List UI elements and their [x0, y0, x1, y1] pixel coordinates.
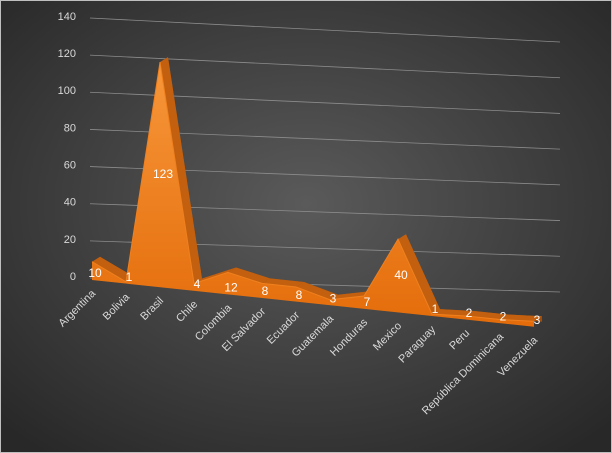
data-label: 1: [126, 270, 133, 284]
area-side: [296, 281, 338, 300]
y-tick-label: 80: [64, 122, 76, 134]
data-label: 8: [262, 284, 269, 298]
y-tick-label: 0: [70, 271, 76, 283]
area-side: [466, 310, 508, 320]
area-side: [330, 290, 372, 300]
data-label: 40: [394, 268, 408, 282]
data-label: 12: [224, 281, 238, 295]
y-tick-label: 40: [64, 197, 76, 209]
data-label: 2: [500, 309, 507, 323]
y-tick-label: 60: [64, 159, 76, 171]
area-side: [92, 256, 134, 282]
data-label: 3: [534, 313, 541, 327]
y-tick-label: 120: [58, 48, 76, 60]
data-label: 3: [330, 291, 337, 305]
y-tick-label: 100: [58, 85, 76, 97]
data-label: 8: [296, 288, 303, 302]
y-tick-label: 20: [64, 234, 76, 246]
area-side: [398, 234, 440, 315]
y-tick-label: 140: [58, 11, 76, 23]
data-label: 1: [432, 302, 439, 316]
data-label: 4: [194, 277, 201, 291]
grid-line: [89, 17, 561, 43]
data-label: 123: [153, 167, 173, 181]
data-label: 10: [88, 266, 102, 280]
grid-line: [89, 54, 561, 79]
data-label: 2: [466, 306, 473, 320]
data-label: 7: [364, 295, 371, 309]
area-edge: [91, 62, 535, 322]
area-side: [228, 267, 270, 284]
area-side: [194, 267, 236, 284]
area-side: [262, 278, 304, 287]
area-side: [160, 57, 202, 284]
